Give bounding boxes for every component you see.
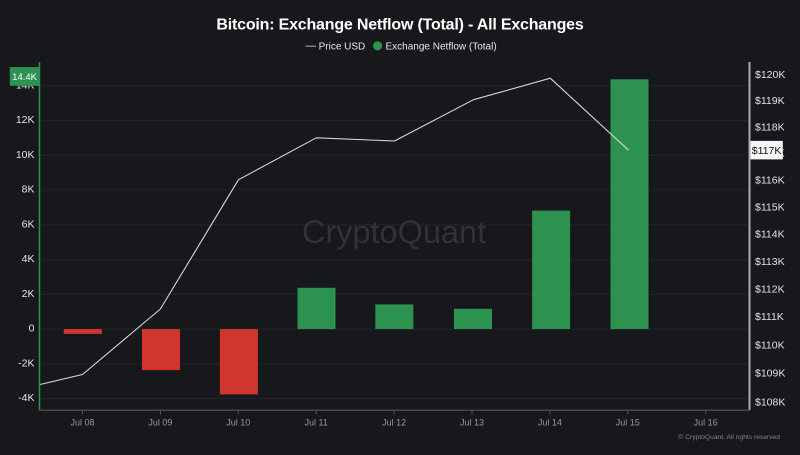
svg-text:$109K: $109K	[755, 368, 785, 380]
svg-text:Jul 13: Jul 13	[460, 417, 484, 427]
svg-text:Jul 15: Jul 15	[616, 417, 640, 427]
svg-text:$116K: $116K	[755, 174, 785, 186]
svg-text:8K: 8K	[22, 184, 35, 196]
svg-text:-4K: -4K	[18, 392, 34, 404]
svg-text:Jul 10: Jul 10	[226, 417, 250, 427]
svg-text:$115K: $115K	[755, 201, 785, 213]
svg-text:$120K: $120K	[755, 69, 785, 81]
svg-text:2K: 2K	[22, 288, 35, 300]
svg-text:Exchange Netflow (Total): Exchange Netflow (Total)	[386, 42, 497, 53]
svg-text:4K: 4K	[22, 253, 35, 265]
svg-text:Price USD: Price USD	[319, 42, 366, 53]
svg-text:$111K: $111K	[755, 311, 784, 323]
svg-text:Bitcoin: Exchange Netflow (Tot: Bitcoin: Exchange Netflow (Total) - All …	[216, 17, 583, 34]
svg-text:$117K: $117K	[752, 145, 782, 157]
svg-text:© CryptoQuant. All rights rese: © CryptoQuant. All rights reserved	[678, 433, 780, 441]
svg-text:12K: 12K	[16, 114, 35, 126]
svg-text:14.4K: 14.4K	[12, 72, 37, 83]
svg-text:$118K: $118K	[755, 121, 785, 133]
svg-text:$113K: $113K	[755, 256, 785, 268]
svg-text:6K: 6K	[22, 218, 35, 230]
svg-text:0: 0	[29, 323, 35, 335]
svg-text:Jul 14: Jul 14	[538, 417, 562, 427]
svg-text:$119K: $119K	[755, 95, 785, 107]
svg-text:$110K: $110K	[755, 339, 785, 351]
svg-text:10K: 10K	[16, 149, 35, 161]
svg-text:Jul 09: Jul 09	[148, 417, 172, 427]
svg-text:Jul 12: Jul 12	[382, 417, 406, 427]
svg-text:$108K: $108K	[755, 396, 785, 408]
svg-text:CryptoQuant: CryptoQuant	[302, 214, 486, 250]
svg-text:$114K: $114K	[755, 228, 785, 240]
svg-text:Jul 11: Jul 11	[305, 417, 328, 427]
svg-text:-2K: -2K	[18, 357, 34, 369]
svg-text:Jul 16: Jul 16	[694, 417, 718, 427]
svg-text:Jul 08: Jul 08	[70, 417, 94, 427]
svg-text:$112K: $112K	[755, 283, 785, 295]
